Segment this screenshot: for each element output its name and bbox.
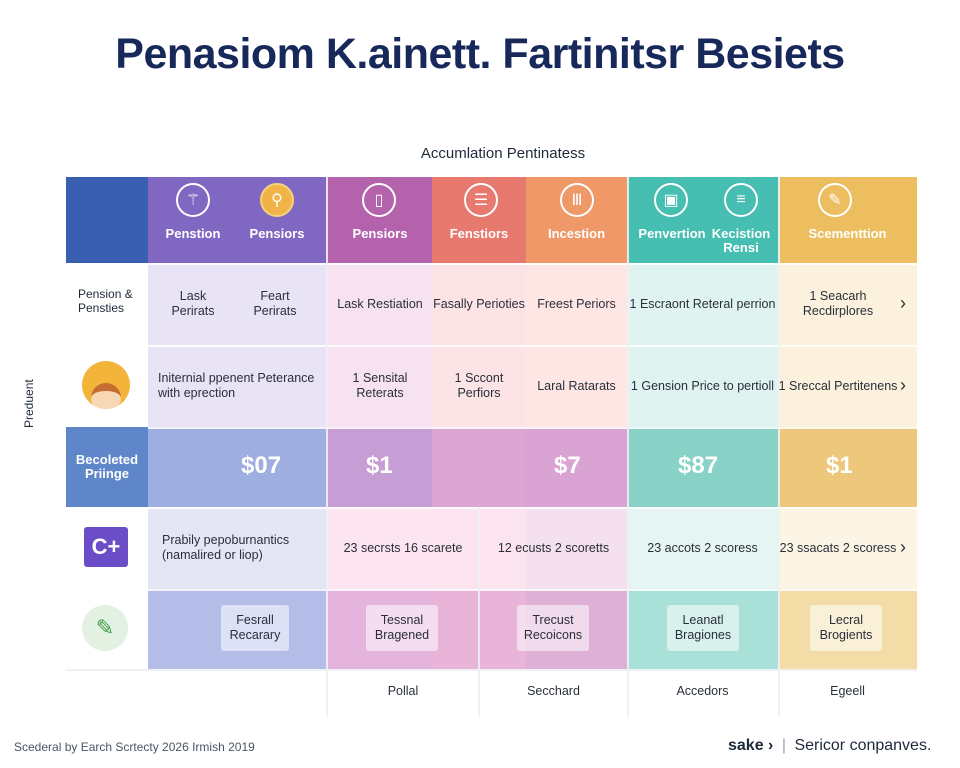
cell-r1-c4: Freest Periors [537,296,616,311]
chevron-right-icon[interactable]: › [900,293,906,313]
chevron-right-icon[interactable]: › [900,375,906,395]
row-divider [66,345,917,347]
cell-r1-c1b: Feart Perirats [253,289,297,318]
menu-icon: ≡ [724,183,758,217]
band-col6 [778,177,917,669]
col-divider [478,507,480,717]
col-footer-5: Accedors [676,684,729,698]
page-title: Penasiom K.ainett. Fartinitsr Besiets [115,30,845,78]
chart-subtitle: Accumlation Pentinatess [420,145,586,162]
cell-r2-c4: Laral Ratarats [537,378,616,393]
header-penvertion: Penvertion [638,226,706,241]
pill-r5-c4: Trecust Recoicons [517,605,589,651]
cell-r2-c6: 1 Sreccal Pertitenens [778,378,898,393]
col-footer-2: Pollal [387,684,419,698]
row-divider [66,427,917,429]
cell-r4-c1: Prabily pepoburnantics (namalired or lio… [162,533,290,562]
row-label-price: Becoleted Priinge [66,427,148,507]
code-icon: C+ [84,527,128,567]
avatar-icon [82,361,130,409]
cell-r2-c5: 1 Gension Price to pertioll [630,378,775,393]
bulb-icon: ⚲ [260,183,294,217]
band-col2 [326,177,432,669]
row-divider [66,507,917,509]
tablet-icon: ▯ [362,183,396,217]
col-divider [778,177,780,717]
header-pensiors: Pensiors [249,226,305,241]
col-footer-6: Egeell [830,684,865,698]
price-col5: $87 [678,452,719,479]
price-col6: $1 [826,452,853,479]
footer-brand: sake › | Sericor conpanves. [728,737,931,755]
cell-r1-c3: Fasally Perioties [433,296,525,311]
col-footer-4: Secchard [527,684,580,698]
brand-arrow-icon: › [768,737,774,754]
cell-r2-c2: 1 Sensital Reterats [352,371,408,400]
cell-r1-c2: Lask Restiation [337,296,423,311]
list-icon: ☰ [464,183,498,217]
row-divider [66,669,917,671]
brand-name[interactable]: sake [728,737,764,754]
cell-r4-c5: 23 accots 2 scoress [647,540,758,555]
col-divider [627,177,629,717]
price-col2: $1 [366,452,393,479]
pill-r5-c2: Tessnal Bragened [366,605,438,651]
pill-r5-c5: Leanatl Bragiones [667,605,739,651]
footer-separator: | [781,737,786,754]
footer-tagline: Sericor conpanves. [794,737,932,754]
cell-r1-c6: 1 Seacarh Recdirplores [802,289,874,318]
band-col5 [627,177,778,669]
header-incestion: Incestion [547,226,606,241]
cell-r4-c2: 23 secrsts 16 scarete [343,540,463,555]
pill-r5-c1: Fesrall Recarary [221,605,289,651]
cell-r2-c1: Initernial ppenent Peterance with eprect… [158,371,315,400]
badge-icon: ✎ [818,183,852,217]
header-kecistion: Kecistion Rensi [711,226,771,255]
document-icon: ✎ [82,605,128,651]
side-label: Preduent [22,379,36,428]
price-col4: $7 [554,452,581,479]
band-labels [66,177,148,669]
col-divider [326,177,328,717]
header-pensiors-2: Pensiors [352,226,408,241]
cell-r4-c6: 23 ssacats 2 scoress [779,540,897,555]
band-col1 [148,177,326,669]
pill-r5-c6: Lecral Brogients [810,605,882,651]
cell-r1-c5: 1 Escraont Reteral perrion [629,296,776,311]
comparison-grid: ⚚ ⚲ ▯ ☰ Ⅲ ▣ ≡ ✎ Penstion Pensiors Pensio… [66,177,917,717]
row-divider [66,589,917,591]
footer-source: Scederal by Earch Scrtecty 2026 Irmish 2… [14,740,255,754]
cell-r2-c3: 1 Sccont Perfiors [454,371,504,400]
bus-icon: ▣ [654,183,688,217]
header-penstion: Penstion [165,226,221,241]
figure-icon: ⚚ [176,183,210,217]
cell-r4-c4: 12 ecusts 2 scoretts [497,540,610,555]
band-col4 [526,177,627,669]
row-divider [66,263,917,265]
row-label-pension: Pension & Pensties [78,287,133,315]
cell-r1-c1a: Lask Perirats [171,289,215,318]
header-scementtion: Scementtion [808,226,887,241]
grid-icon: Ⅲ [560,183,594,217]
chevron-right-icon[interactable]: › [900,537,906,557]
header-fenstiors: Fenstiors [449,226,509,241]
price-col1: $07 [241,452,282,479]
